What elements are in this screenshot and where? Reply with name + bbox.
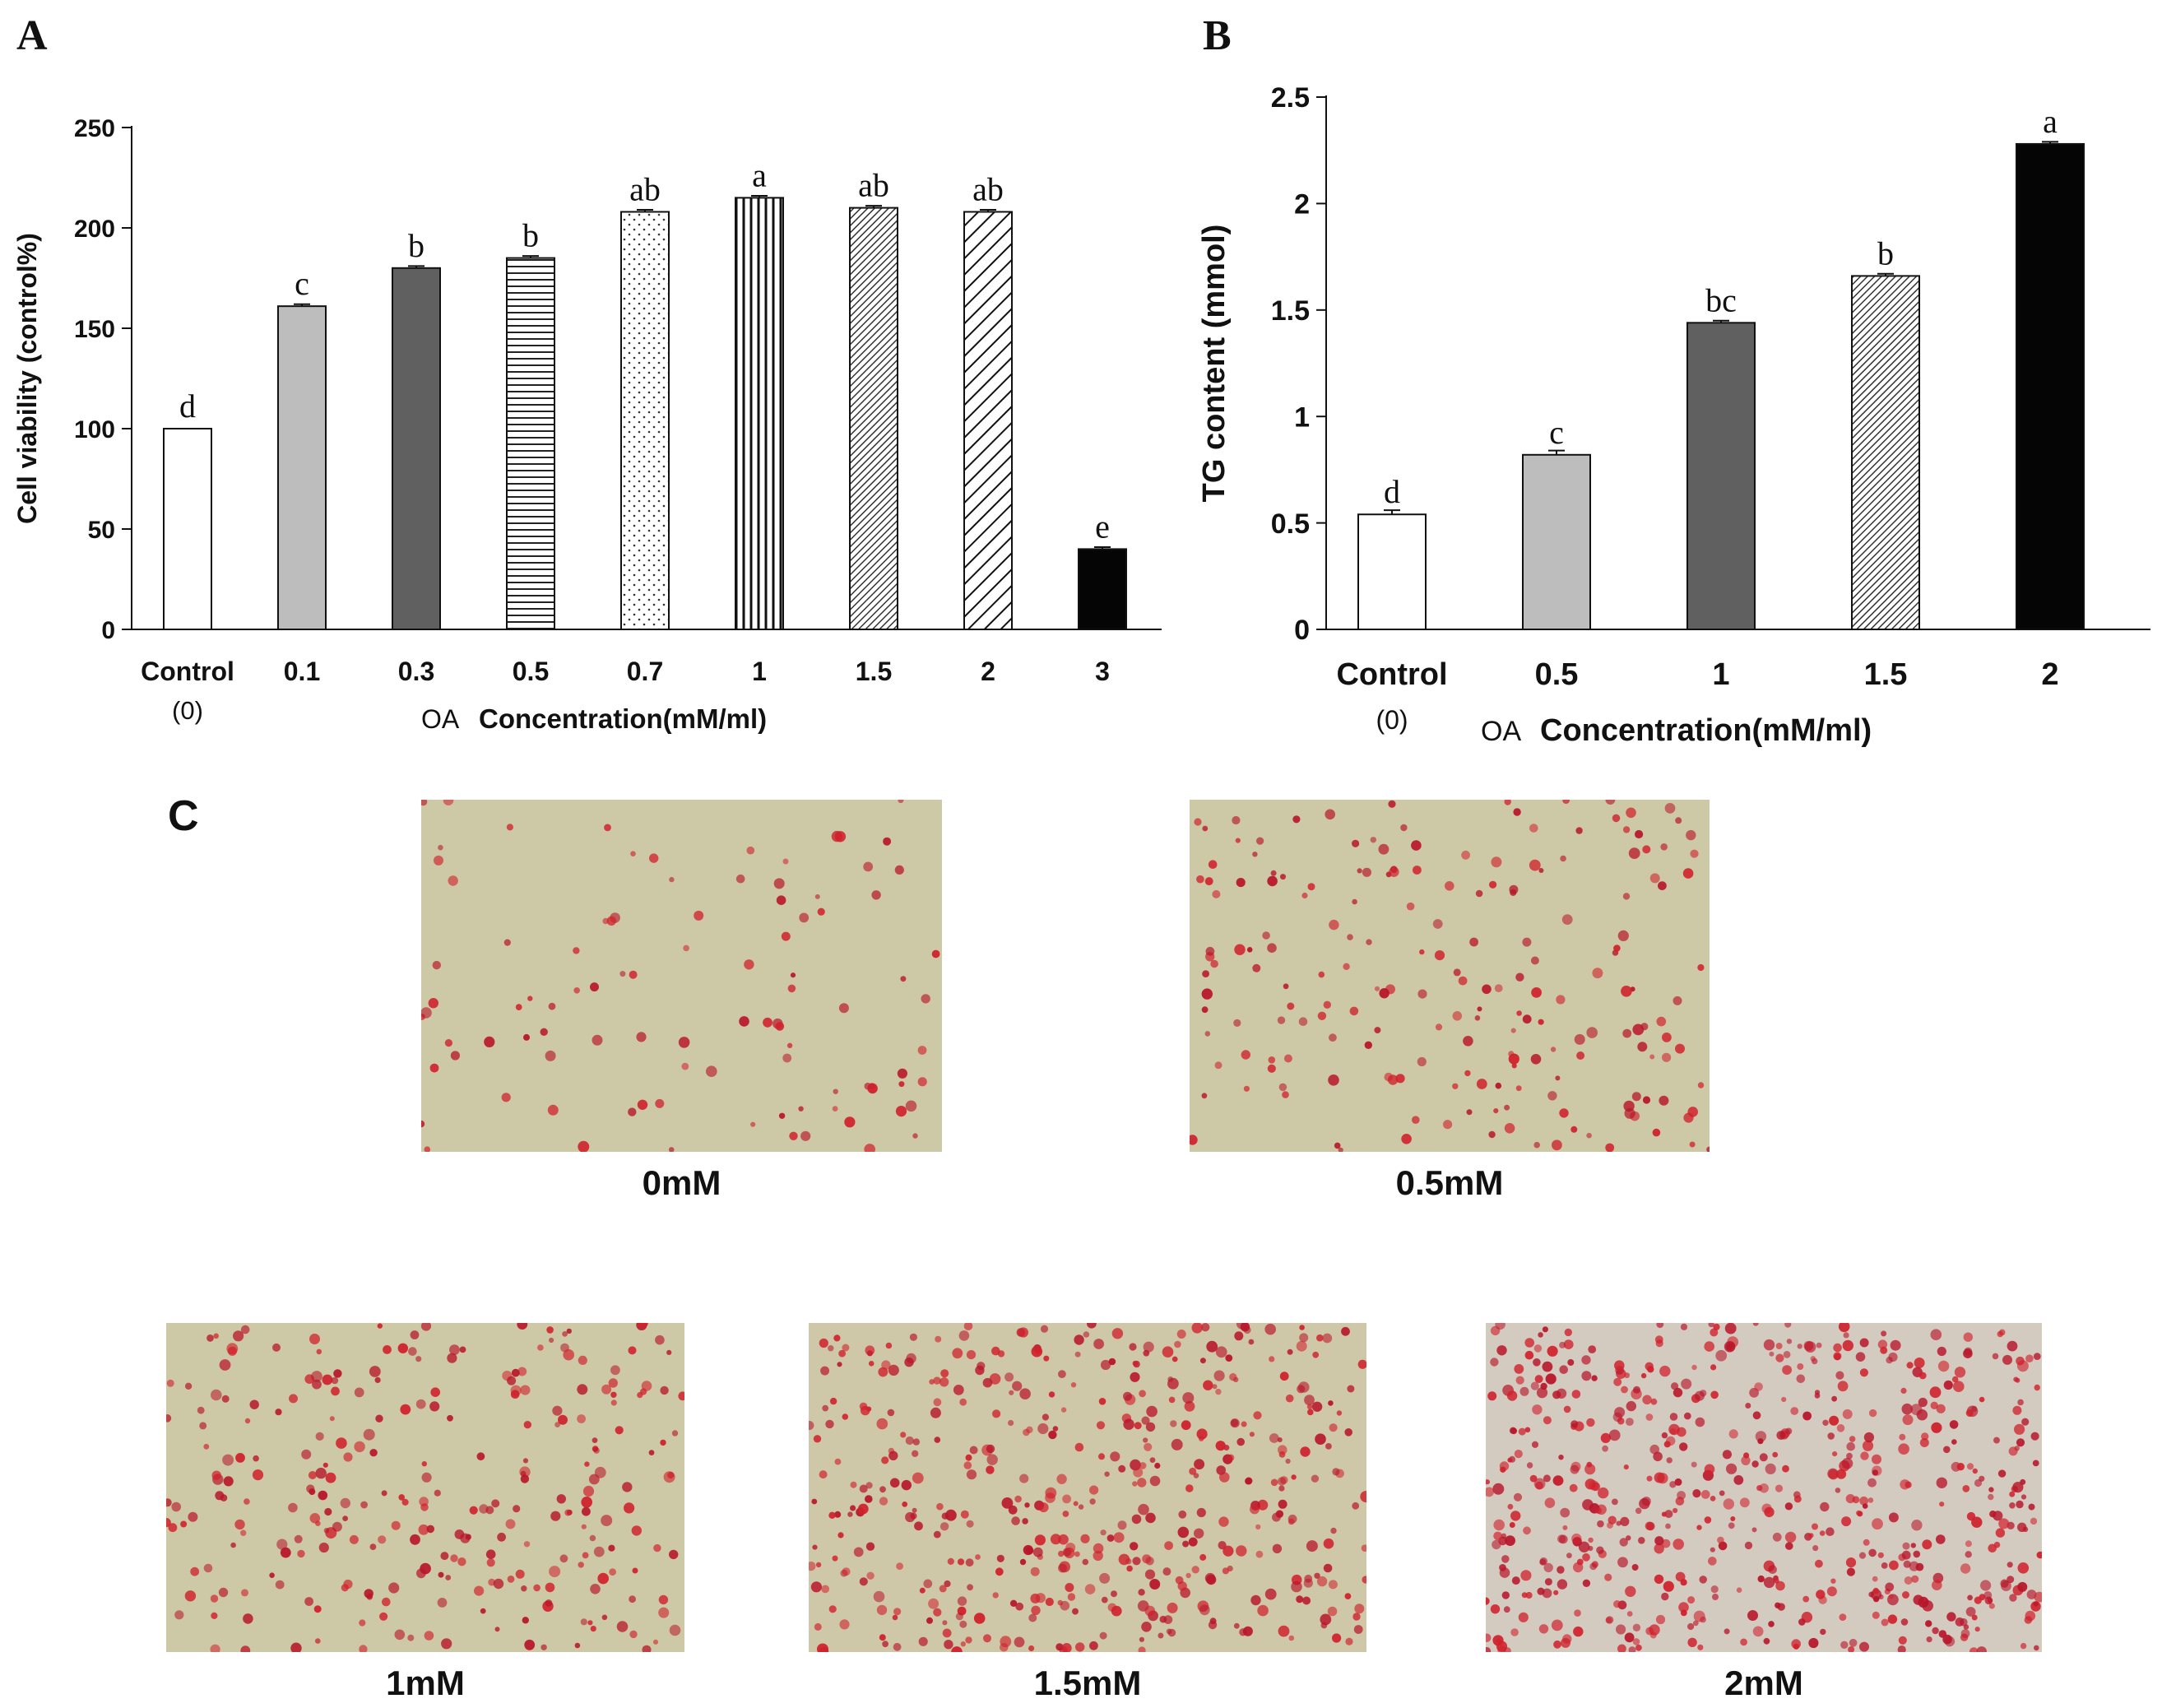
chart-a-y-tick-label: 100 <box>74 416 115 443</box>
chart-a-bar <box>392 267 441 630</box>
chart-a-y-tick-label: 250 <box>74 115 115 142</box>
chart-a-bar <box>277 305 327 630</box>
chart-a-significance-letter: b <box>408 227 425 264</box>
chart-a-significance-letter: ab <box>972 170 1004 207</box>
chart-b-tg-content: 0 0.5 1 1.5 2 2.5 TG content (mmol) d Control (0)… <box>1197 82 2150 748</box>
chart-a-significance-letter: e <box>1095 508 1110 545</box>
chart-a-bar <box>735 197 784 630</box>
micrograph-caption: 0.5mM <box>1395 1163 1504 1202</box>
chart-a-bar <box>849 207 898 631</box>
chart-a-bar <box>963 211 1013 630</box>
micrograph-image <box>421 800 942 1152</box>
chart-a-significance-letter: b <box>522 217 539 254</box>
chart-b-y-axis-label: TG content (mmol) <box>1197 225 1232 503</box>
chart-a-category-label: 2 <box>981 657 995 686</box>
chart-b-bar <box>2016 142 2085 631</box>
chart-b-x-axis-prefix: OA <box>1481 716 1521 747</box>
chart-b-x-axis-label: Concentration(mM/ml) <box>1540 713 1872 748</box>
chart-b-bar <box>1851 275 1920 630</box>
chart-a-x-axis-label: Concentration(mM/ml) <box>479 703 767 734</box>
chart-a-y-tick-label: 50 <box>88 517 115 544</box>
chart-b-y-tick-label: 1 <box>1294 401 1310 433</box>
panel-letter-c: C <box>168 792 199 840</box>
chart-a-y-tick-label: 150 <box>74 316 115 343</box>
chart-b-bar <box>1522 453 1591 630</box>
chart-a-category-label: 1.5 <box>856 657 892 686</box>
chart-a-y-axis-label: Cell viability (control%) <box>12 233 42 524</box>
chart-b-y-tick-label: 0.5 <box>1271 508 1310 540</box>
chart-b-category-sublabel: (0) <box>1376 705 1408 735</box>
chart-a-cell-viability: 0 50 100 150 200 250 Cell viability (control%)… <box>12 115 1162 734</box>
chart-b-category-label: Control <box>1336 657 1447 692</box>
chart-a-significance-letter: ab <box>858 167 889 204</box>
chart-a-significance-letter: d <box>179 388 196 425</box>
micrograph-image <box>1486 1323 2042 1652</box>
chart-b-significance-letter: bc <box>1705 281 1737 318</box>
micrograph-caption: 0mM <box>642 1163 721 1202</box>
micrograph-image <box>1190 800 1710 1152</box>
chart-a-significance-letter: ab <box>629 170 661 207</box>
chart-a-category-label: 1 <box>752 657 767 686</box>
chart-b-bar <box>1357 513 1427 630</box>
chart-a-x-axis-prefix: OA <box>421 704 460 734</box>
chart-a-bar <box>163 428 212 630</box>
chart-a-bar <box>620 211 670 630</box>
chart-a-category-label: 0.1 <box>284 657 320 686</box>
micrograph-image <box>809 1323 1366 1652</box>
panel-letter-a: A <box>16 12 48 59</box>
chart-a-significance-letter: c <box>295 265 309 302</box>
chart-a-category-label: 0.5 <box>513 657 549 686</box>
chart-b-bar <box>1686 322 1756 630</box>
chart-b-category-label: 1 <box>1712 657 1729 692</box>
panel-letter-b: B <box>1203 12 1232 59</box>
chart-b-y-tick-label: 0 <box>1294 615 1310 646</box>
chart-a-category-label: 0.7 <box>627 657 663 686</box>
chart-a-category-sublabel: (0) <box>172 696 203 725</box>
chart-b-y-tick-label: 2.5 <box>1271 82 1310 114</box>
chart-a-significance-letter: a <box>752 156 767 193</box>
chart-b-significance-letter: d <box>1384 473 1400 510</box>
chart-b-category-label: 1.5 <box>1864 657 1908 692</box>
chart-a-bar <box>1078 548 1127 631</box>
chart-a-y-tick-label: 0 <box>101 617 115 644</box>
chart-a-category-label: 3 <box>1095 657 1110 686</box>
micrograph-caption: 2mM <box>1724 1664 1803 1702</box>
chart-b-significance-letter: a <box>2043 103 2058 140</box>
chart-a-bar <box>506 257 555 630</box>
chart-b-category-label: 2 <box>2041 657 2058 692</box>
chart-b-significance-letter: c <box>1549 414 1564 451</box>
micrograph-caption: 1.5mM <box>1033 1664 1142 1702</box>
micrograph-image <box>166 1323 684 1652</box>
micrograph-caption: 1mM <box>386 1664 465 1702</box>
chart-a-category-label: Control <box>141 657 234 686</box>
chart-b-y-tick-label: 2 <box>1294 189 1310 220</box>
chart-b-y-tick-label: 1.5 <box>1271 295 1310 327</box>
chart-b-category-label: 0.5 <box>1535 657 1579 692</box>
chart-b-significance-letter: b <box>1877 234 1894 272</box>
chart-a-category-label: 0.3 <box>398 657 434 686</box>
chart-a-y-tick-label: 200 <box>74 216 115 243</box>
